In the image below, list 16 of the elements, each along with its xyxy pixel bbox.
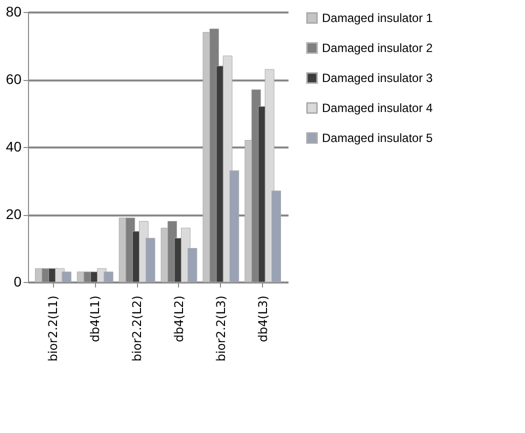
y-tick-label: 80 — [6, 4, 22, 20]
y-tick-label: 0 — [14, 274, 22, 290]
legend-label: Damaged insulator 3 — [322, 71, 434, 85]
legend-label: Damaged insulator 2 — [322, 41, 434, 55]
x-tick-label: db4(L1) — [88, 296, 102, 342]
x-tick-label: db4(L2) — [172, 296, 186, 342]
y-tick-label: 40 — [6, 138, 22, 154]
y-tick-label: 20 — [6, 206, 22, 222]
legend-label: Damaged insulator 4 — [322, 101, 434, 115]
x-tick-label: bior2.2(L1) — [46, 296, 60, 362]
legend-label: Damaged insulator 5 — [322, 131, 434, 145]
y-tick-label: 60 — [6, 71, 22, 87]
x-tick-label: bior2.2(L2) — [130, 296, 144, 362]
x-tick-label: bior2.2(L3) — [214, 296, 228, 362]
x-tick-label: db4(L3) — [256, 296, 270, 342]
legend-label: Damaged insulator 1 — [322, 11, 434, 25]
